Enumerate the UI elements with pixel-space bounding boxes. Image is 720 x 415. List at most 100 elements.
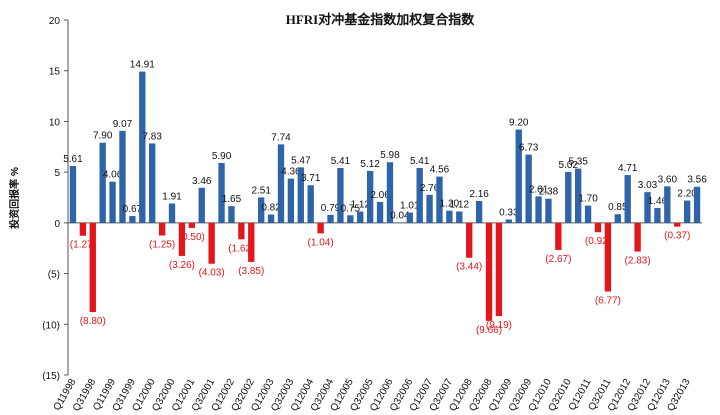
value-label: 1.12 — [450, 199, 470, 210]
value-label: 1.65 — [222, 194, 242, 205]
y-tick-label: 20 — [49, 16, 61, 27]
value-label: (9.19) — [486, 320, 512, 331]
y-tick-label: (5) — [48, 270, 60, 281]
bar — [228, 206, 235, 223]
value-label: 5.41 — [331, 156, 351, 167]
y-axis-label: 投资回报率 % — [8, 167, 21, 229]
bar — [614, 214, 621, 223]
bar — [198, 187, 205, 223]
value-label: 0.33 — [499, 208, 519, 219]
value-label: 2.06 — [370, 190, 390, 201]
value-label: 5.61 — [63, 154, 83, 165]
value-label: 2.51 — [251, 185, 271, 196]
bar — [683, 200, 691, 223]
bar — [337, 167, 344, 223]
value-label: 7.74 — [271, 132, 291, 143]
bar — [317, 222, 324, 234]
value-label: 0.67 — [123, 204, 143, 215]
bar — [584, 205, 592, 223]
bar — [525, 154, 532, 223]
bar — [654, 208, 661, 223]
y-tick-label: (15) — [42, 371, 60, 382]
value-label: 5.98 — [380, 150, 400, 161]
value-label: 3.60 — [658, 174, 678, 185]
y-tick-label: 10 — [49, 117, 61, 128]
value-label: (1.27) — [70, 240, 96, 251]
bar — [495, 222, 503, 317]
bar — [149, 143, 156, 223]
value-label: 1.70 — [578, 194, 598, 205]
value-label: 2.20 — [677, 189, 697, 200]
value-label: 3.71 — [301, 173, 321, 184]
value-label: 2.76 — [420, 183, 440, 194]
value-label: 1.91 — [162, 191, 182, 202]
bar — [248, 222, 255, 262]
value-label: 2.16 — [469, 189, 489, 200]
value-label: 1.20 — [440, 199, 460, 210]
bar — [505, 219, 512, 223]
bar — [69, 165, 77, 223]
value-label: (4.03) — [199, 268, 225, 279]
value-label: 9.20 — [509, 118, 529, 129]
value-label: 5.02 — [559, 160, 579, 171]
bar — [158, 222, 166, 236]
value-label: 0.75 — [341, 203, 361, 214]
bar — [376, 201, 384, 223]
bar — [515, 129, 522, 223]
value-label: 7.83 — [142, 131, 162, 142]
value-label: 0.82 — [261, 203, 281, 214]
y-tick-label: (10) — [42, 320, 60, 331]
value-label: 9.07 — [113, 119, 133, 130]
value-label: (1.25) — [149, 240, 175, 251]
bar — [218, 163, 225, 223]
value-label: 3.46 — [192, 176, 212, 187]
bar — [485, 222, 493, 321]
bar — [466, 222, 473, 258]
bar — [267, 214, 275, 223]
y-tick-label: 5 — [54, 168, 60, 179]
bar — [366, 170, 374, 223]
value-label: 2.61 — [529, 184, 549, 195]
value-label: 1.01 — [400, 201, 420, 212]
value-label: 0.79 — [321, 203, 341, 214]
value-label: (2.83) — [625, 256, 651, 267]
value-label: 1.46 — [648, 196, 668, 207]
bar — [406, 212, 413, 223]
bar — [357, 211, 364, 223]
bar — [307, 185, 314, 223]
value-label: 5.35 — [568, 157, 588, 168]
value-label: (8.80) — [80, 316, 106, 327]
bar — [386, 162, 394, 223]
bar — [535, 196, 542, 223]
value-label: 5.47 — [291, 155, 311, 166]
bar — [129, 216, 136, 223]
bar — [624, 175, 631, 223]
value-label: 4.56 — [430, 165, 450, 176]
value-label: 6.73 — [519, 143, 539, 154]
bar — [208, 222, 215, 264]
value-label: (9.66) — [476, 325, 502, 336]
bar — [426, 194, 433, 223]
bar — [475, 200, 483, 223]
bar — [446, 210, 453, 223]
value-label: 5.12 — [360, 159, 380, 170]
value-label: (2.67) — [545, 254, 571, 265]
value-label: (3.44) — [456, 262, 482, 273]
bar — [287, 178, 295, 223]
bar — [436, 176, 443, 223]
bar — [634, 222, 641, 252]
bar — [565, 171, 572, 223]
value-label: 0.04 — [390, 210, 410, 221]
bar — [99, 142, 106, 223]
bar — [575, 168, 582, 223]
value-label: 14.91 — [130, 60, 155, 71]
value-label: (0.50) — [179, 232, 205, 243]
bar — [109, 181, 116, 223]
bar — [644, 192, 651, 223]
bar — [168, 203, 176, 223]
value-label: (0.92) — [585, 236, 611, 247]
value-label: 2.38 — [539, 187, 559, 198]
bar — [258, 197, 265, 223]
bar — [416, 167, 423, 223]
